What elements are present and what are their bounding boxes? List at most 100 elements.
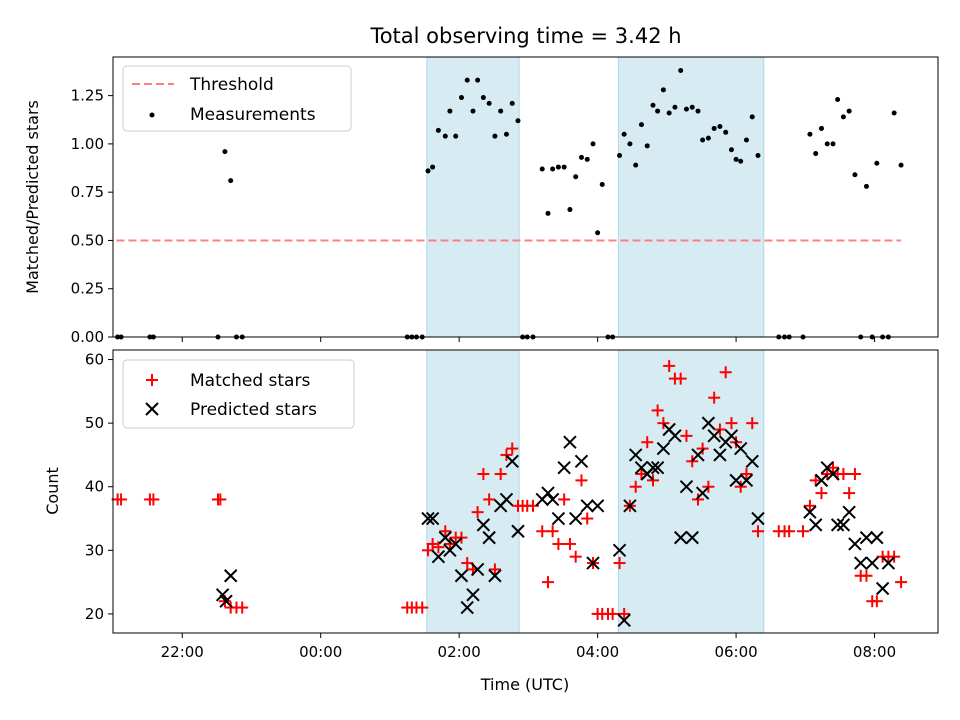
measurement-point xyxy=(717,124,723,130)
matched-star-point xyxy=(848,468,861,481)
predicted-star-point xyxy=(875,581,890,596)
measurement-point xyxy=(509,100,515,106)
matched-star-point xyxy=(552,537,565,550)
predicted-star-point xyxy=(842,505,856,519)
matched-star-point xyxy=(416,601,429,614)
measurement-point xyxy=(590,141,596,147)
measurement-point xyxy=(846,108,852,114)
matched-star-point xyxy=(629,480,642,493)
matched-star-point xyxy=(461,557,474,570)
predicted-star-point xyxy=(673,530,688,545)
matched-star-point xyxy=(546,525,559,538)
predicted-star-point xyxy=(707,429,721,443)
legend-predicted-label: Predicted stars xyxy=(190,400,317,420)
bottom-y-ticks: 20 30 40 50 60 xyxy=(85,351,113,623)
measurement-point xyxy=(835,96,841,102)
top-y-ticks: 0.00 0.25 0.50 0.75 1.00 1.25 xyxy=(71,87,113,346)
predicted-star-point xyxy=(724,429,739,443)
legend-measurements-swatch xyxy=(149,112,155,118)
measurement-point xyxy=(689,104,695,110)
measurement-point xyxy=(743,137,749,143)
predicted-star-point xyxy=(448,537,463,551)
predicted-star-point xyxy=(590,499,605,513)
top-measurement-points xyxy=(115,68,904,340)
bot-y-tick-label: 20 xyxy=(85,605,104,623)
matched-star-point xyxy=(692,493,704,506)
predicted-star-point xyxy=(859,530,874,545)
x-tick-label: 04:00 xyxy=(576,643,619,661)
predicted-star-point xyxy=(623,499,637,513)
measurement-point xyxy=(733,156,739,162)
measurement-point xyxy=(723,129,729,135)
measurement-point xyxy=(655,108,661,114)
bottom-shaded-intervals xyxy=(426,349,765,634)
measurement-point xyxy=(683,106,689,112)
measurement-point xyxy=(728,147,734,153)
predicted-star-point xyxy=(814,473,829,488)
predicted-star-point xyxy=(545,492,560,507)
predicted-star-point xyxy=(808,518,823,532)
bot-y-tick-label: 50 xyxy=(85,414,104,432)
predicted-star-point xyxy=(745,454,759,468)
predicted-star-point xyxy=(656,441,671,456)
top-legend-box xyxy=(122,65,352,132)
matched-star-point xyxy=(752,525,764,538)
x-axis-label: Time (UTC) xyxy=(480,675,569,694)
matched-star-point xyxy=(696,442,709,455)
measurement-point xyxy=(700,137,706,143)
measurement-point xyxy=(498,108,504,114)
matched-star-point xyxy=(439,525,452,538)
bot-shaded-interval-0 xyxy=(426,349,520,634)
matched-star-point xyxy=(803,499,816,512)
matched-star-point xyxy=(734,480,747,493)
predicted-star-point xyxy=(505,454,519,468)
predicted-star-point xyxy=(586,556,600,570)
predicted-star-point xyxy=(580,499,594,513)
top-y-tick-label: 0.00 xyxy=(71,328,104,346)
matched-star-point xyxy=(680,429,693,442)
predicted-star-point xyxy=(499,492,514,507)
predicted-star-point xyxy=(729,473,743,488)
measurement-point xyxy=(678,68,684,74)
measurement-point xyxy=(617,152,623,158)
matched-star-point xyxy=(815,487,828,500)
chart-title: Total observing time = 3.42 h xyxy=(369,24,681,48)
predicted-star-point xyxy=(488,569,502,583)
top-axes-frame xyxy=(112,56,939,338)
measurement-point xyxy=(705,135,711,141)
top-y-tick-label: 0.25 xyxy=(71,280,104,298)
predicted-star-point xyxy=(679,480,694,494)
predicted-star-point xyxy=(421,511,435,526)
predicted-star-point xyxy=(628,448,643,462)
bottom-legend-box xyxy=(122,359,355,429)
predicted-star-point xyxy=(830,518,845,532)
measurement-point xyxy=(573,174,579,180)
measurement-point xyxy=(738,158,744,164)
bottom-predicted-points xyxy=(215,416,896,627)
measurement-point xyxy=(561,164,567,170)
measurement-point xyxy=(755,152,761,158)
predicted-star-point xyxy=(574,454,589,468)
matched-star-point xyxy=(663,359,676,372)
legend-threshold-label: Threshold xyxy=(189,75,274,95)
predicted-star-point xyxy=(646,460,660,475)
predicted-star-point xyxy=(438,530,453,545)
matched-star-point xyxy=(725,417,738,430)
predicted-star-point xyxy=(691,448,705,462)
bottom-axes-frame xyxy=(112,349,939,634)
measurement-point xyxy=(633,162,639,168)
predicted-star-point xyxy=(848,537,862,551)
top-y-axis-label: Matched/Predicted stars xyxy=(23,100,42,294)
measurement-point xyxy=(550,166,556,172)
predicted-star-point xyxy=(551,511,566,526)
matched-star-point xyxy=(443,537,456,550)
top-shaded-interval-0 xyxy=(426,56,520,338)
matched-star-point xyxy=(708,391,721,404)
measurement-point xyxy=(486,100,492,106)
matched-star-point xyxy=(494,468,507,481)
matched-star-point xyxy=(740,468,753,481)
matched-star-point xyxy=(488,563,501,576)
measurement-point xyxy=(813,151,819,157)
legend-matched-label: Matched stars xyxy=(190,371,310,391)
